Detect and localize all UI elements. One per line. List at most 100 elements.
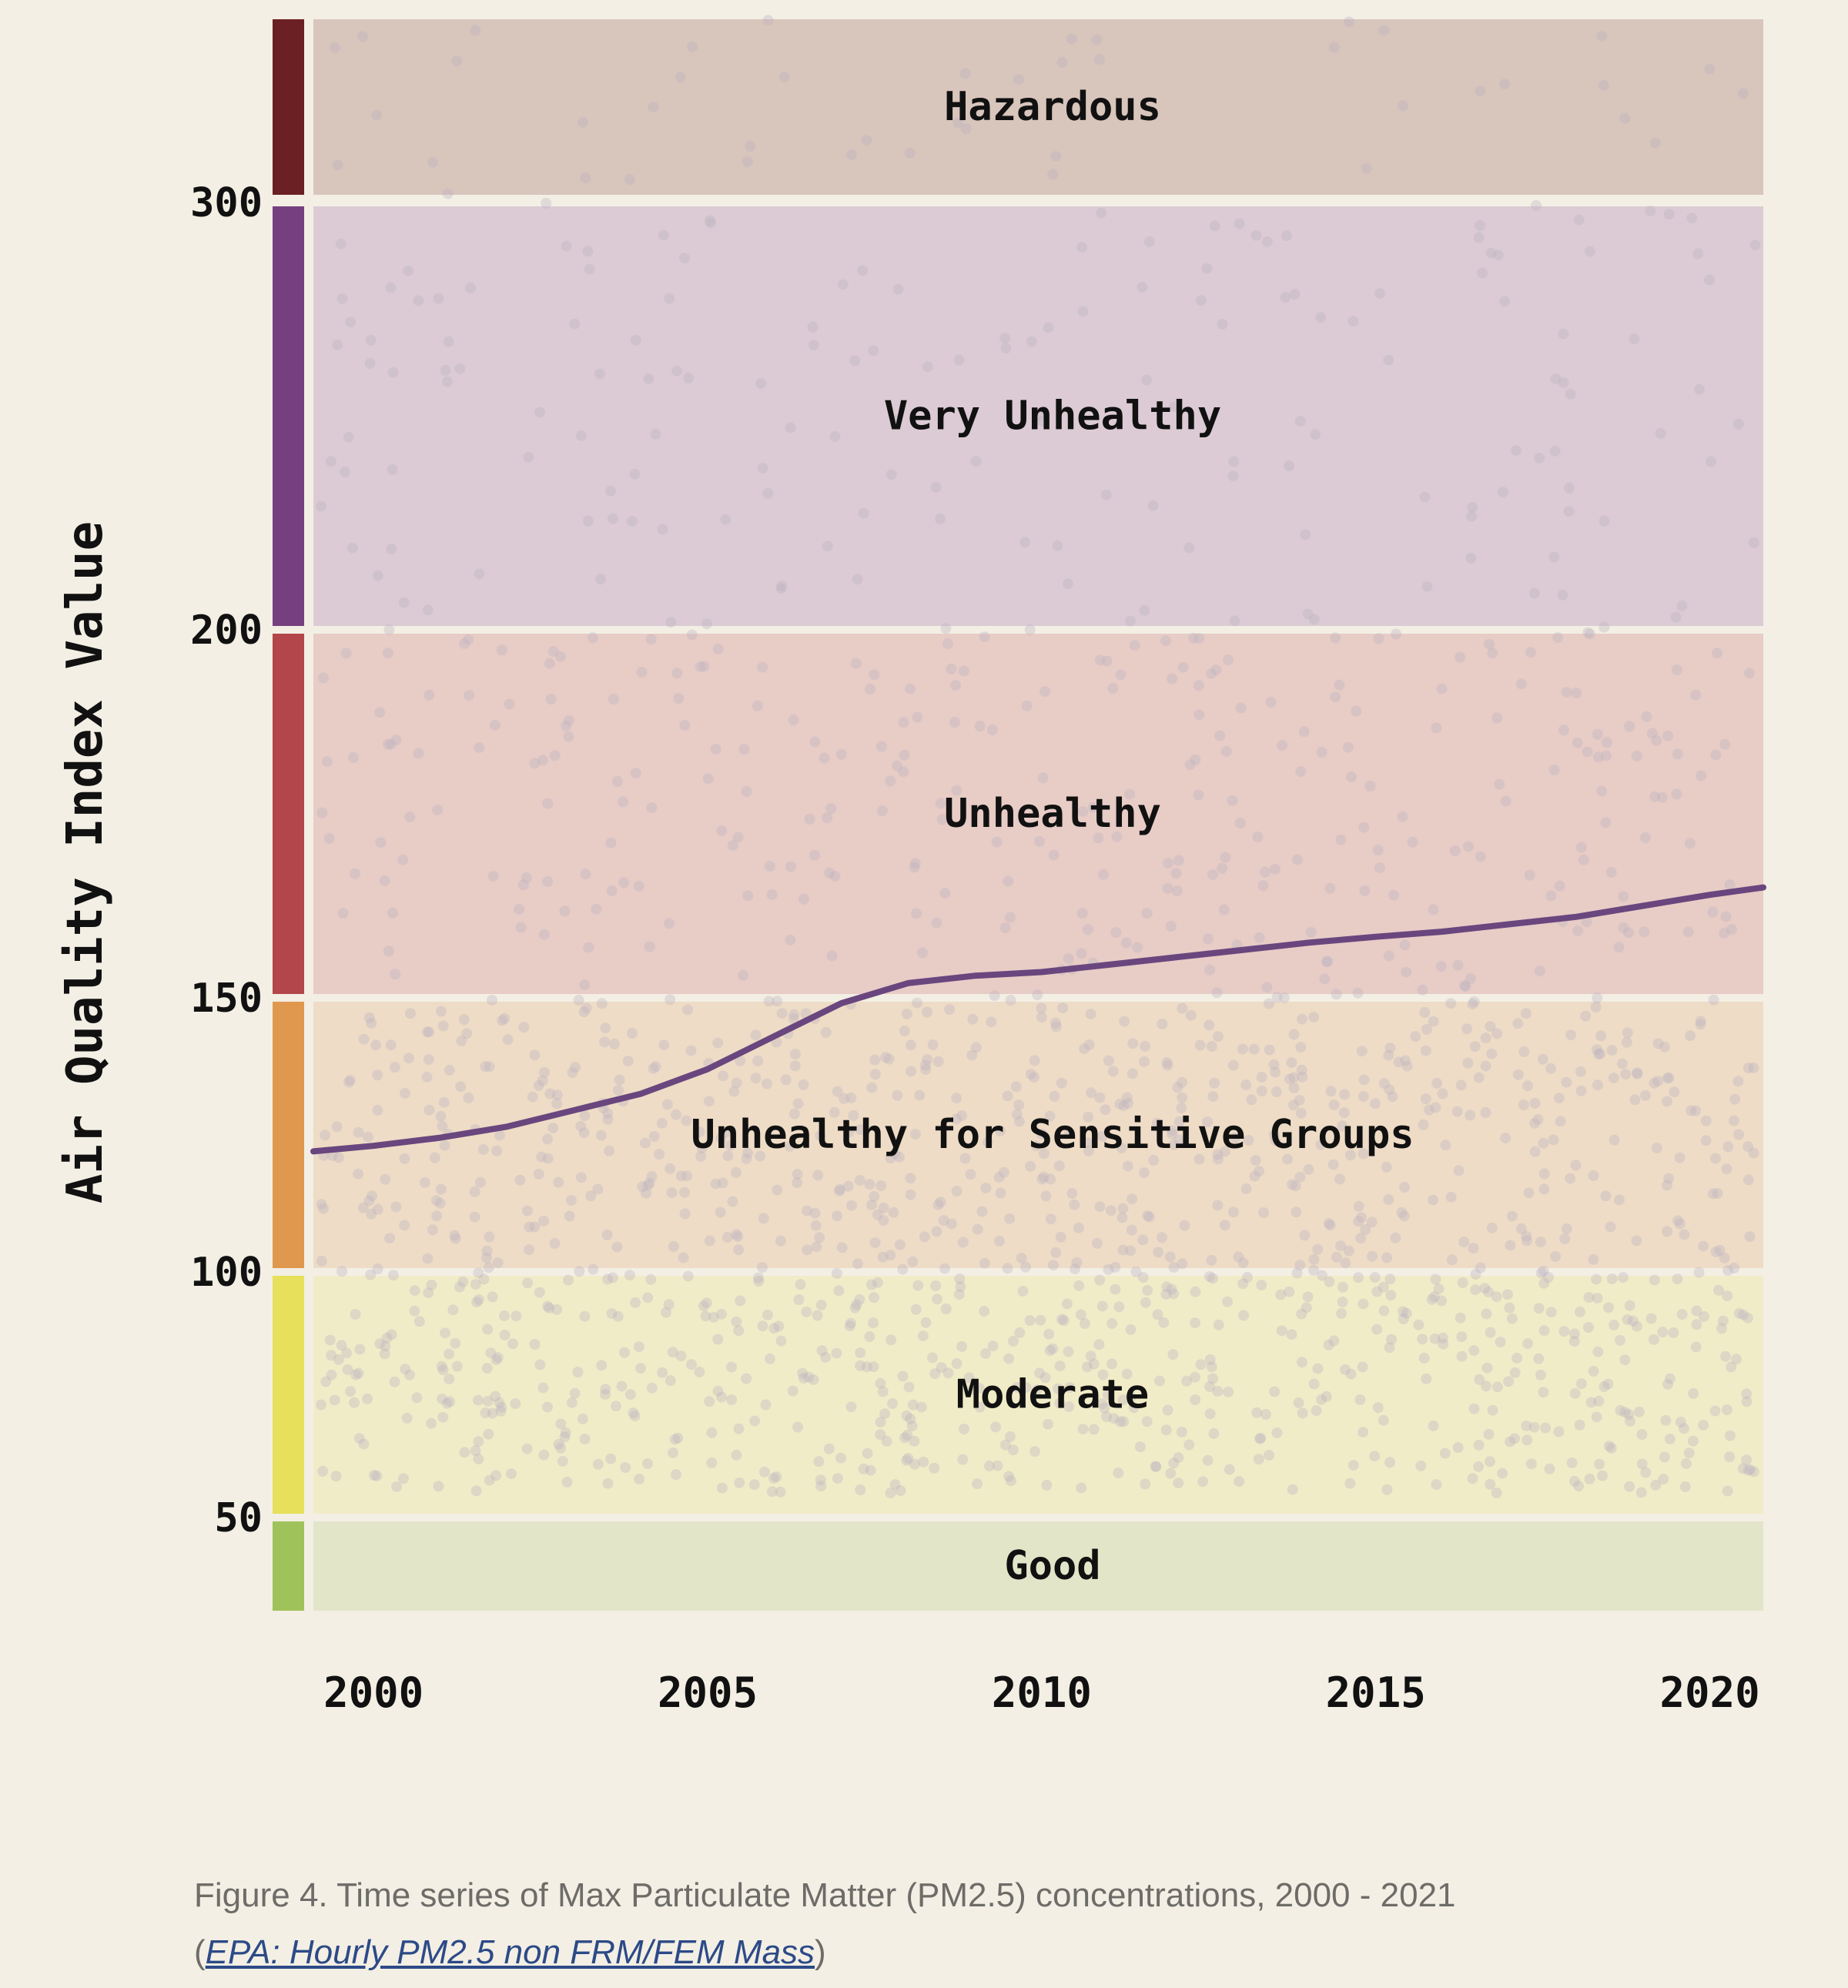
scatter-point — [1529, 1117, 1541, 1129]
scatter-point — [1152, 1309, 1163, 1320]
scatter-point — [842, 1180, 854, 1192]
scatter-point — [931, 1226, 942, 1237]
scatter-point — [575, 1172, 587, 1183]
scatter-point — [1660, 1414, 1672, 1426]
scatter-point — [605, 837, 617, 848]
scatter-point — [763, 996, 775, 1007]
scatter-point — [1026, 336, 1037, 347]
scatter-point — [892, 1089, 903, 1101]
scatter-point — [764, 1353, 775, 1364]
scatter-point — [1094, 1092, 1106, 1103]
scatter-point — [1639, 926, 1650, 938]
scatter-point — [845, 1092, 857, 1103]
scatter-point — [1424, 1104, 1435, 1116]
scatter-point — [1631, 750, 1642, 761]
scatter-point — [1258, 1207, 1270, 1218]
scatter-point — [1032, 989, 1043, 1001]
scatter-point — [624, 1389, 636, 1401]
scatter-point — [683, 373, 695, 383]
scatter-point — [595, 574, 607, 585]
scatter-point — [1066, 1188, 1078, 1200]
scatter-point — [1451, 1106, 1463, 1117]
scatter-point — [1649, 1077, 1660, 1089]
scatter-point — [967, 1384, 978, 1395]
scatter-point — [1118, 1100, 1130, 1112]
scatter-point — [1491, 1028, 1503, 1039]
scatter-point — [801, 1306, 812, 1317]
scatter-point — [1509, 1367, 1521, 1378]
scatter-point — [1305, 926, 1317, 938]
scatter-point — [474, 1294, 484, 1305]
scatter-point — [1069, 1199, 1080, 1210]
scatter-point — [846, 149, 857, 160]
scatter-point — [492, 1352, 504, 1364]
scatter-point — [1242, 1272, 1253, 1283]
scatter-point — [1168, 1262, 1180, 1273]
scatter-point — [899, 1026, 910, 1037]
scatter-point — [885, 1488, 896, 1498]
scatter-point — [1558, 377, 1569, 388]
scatter-point — [600, 1022, 611, 1034]
scatter-point — [372, 570, 383, 581]
scatter-point — [602, 1273, 614, 1285]
scatter-point — [1210, 664, 1222, 676]
scatter-point — [1294, 416, 1306, 427]
scatter-point — [602, 1114, 614, 1125]
x-tick-label: 2000 — [323, 1668, 424, 1717]
scatter-point — [1005, 995, 1016, 1006]
scatter-point — [442, 376, 453, 387]
scatter-point — [1384, 1273, 1396, 1285]
scatter-point — [983, 1136, 993, 1148]
scatter-point — [1721, 1163, 1732, 1175]
scatter-point — [1459, 980, 1471, 991]
scatter-point — [931, 917, 942, 929]
scatter-point — [1079, 1318, 1090, 1329]
band-label-hazardous: Hazardous — [944, 84, 1161, 130]
scatter-point — [1040, 686, 1050, 698]
scatter-point — [700, 1310, 711, 1322]
scatter-point — [889, 1148, 901, 1160]
scatter-point — [604, 1145, 615, 1156]
band-color-hazardous — [273, 19, 304, 195]
scatter-point — [741, 1373, 752, 1384]
scatter-point — [1096, 1300, 1108, 1312]
scatter-point — [957, 1237, 969, 1248]
scatter-point — [1473, 1072, 1485, 1083]
scatter-point — [1619, 1354, 1631, 1366]
scatter-point — [1073, 1280, 1085, 1291]
scatter-point — [1166, 1283, 1177, 1295]
scatter-point — [1050, 1021, 1062, 1032]
scatter-point — [987, 1340, 999, 1352]
scatter-point — [1150, 1461, 1162, 1472]
scatter-point — [993, 1172, 1005, 1183]
scatter-point — [1071, 1257, 1083, 1268]
scatter-point — [868, 345, 879, 356]
scatter-point — [1076, 242, 1088, 253]
scatter-point — [560, 1427, 571, 1438]
scatter-point — [1548, 1134, 1559, 1146]
scatter-point — [1096, 1398, 1108, 1410]
scatter-point — [1393, 1056, 1404, 1068]
scatter-point — [316, 1255, 327, 1267]
scatter-point — [1486, 1048, 1498, 1059]
scatter-point — [1302, 608, 1314, 620]
scatter-point — [1651, 1142, 1662, 1153]
scatter-point — [1070, 1263, 1080, 1275]
scatter-point — [409, 1285, 420, 1297]
scatter-point — [773, 1320, 785, 1332]
scatter-point — [630, 768, 641, 779]
scatter-point — [788, 715, 799, 726]
scatter-point — [930, 481, 942, 493]
scatter-point — [1599, 515, 1610, 527]
scatter-point — [710, 1178, 721, 1190]
scatter-point — [1167, 1349, 1179, 1360]
scatter-point — [1367, 1250, 1378, 1262]
source-link[interactable]: EPA: Hourly PM2.5 non FRM/FEM Mass — [205, 1933, 815, 1971]
scatter-point — [514, 904, 525, 915]
scatter-point — [1624, 1481, 1635, 1492]
scatter-point — [1096, 207, 1107, 219]
scatter-point — [926, 1352, 938, 1364]
y-tick-label: 300 — [190, 180, 263, 226]
scatter-point — [1383, 1194, 1394, 1205]
scatter-point — [940, 1304, 952, 1314]
